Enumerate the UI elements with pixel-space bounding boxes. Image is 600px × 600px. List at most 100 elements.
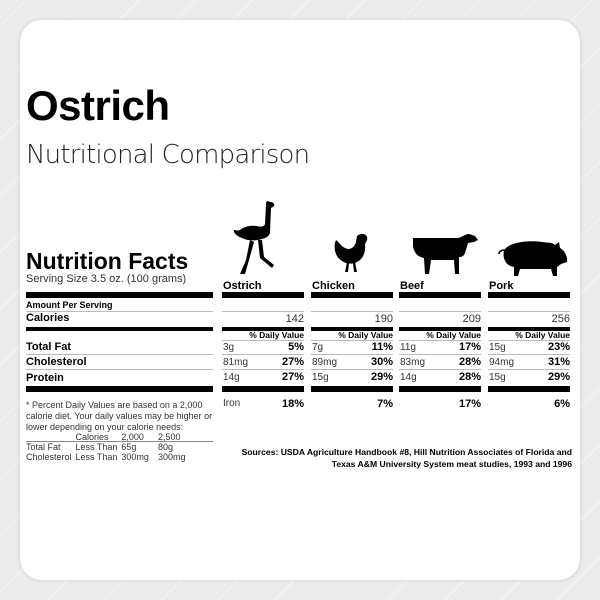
protein-percent: 29% bbox=[547, 371, 570, 383]
daily-value-header: % Daily Value bbox=[426, 330, 481, 340]
protein-percent: 28% bbox=[458, 371, 481, 383]
ft-cell: Less Than bbox=[75, 442, 118, 452]
ft-cell: 300mg bbox=[157, 452, 186, 462]
fat-amount: 7g bbox=[312, 342, 324, 353]
divider bbox=[311, 369, 393, 370]
nutrition-facts-heading: Nutrition Facts bbox=[26, 248, 189, 274]
footnote: * Percent Daily Values are based on a 2,… bbox=[26, 400, 213, 432]
sources: Sources: USDA Agriculture Handbook #8, H… bbox=[241, 447, 572, 469]
daily-value-header: % Daily Value bbox=[338, 330, 393, 340]
fat-percent: 17% bbox=[458, 341, 481, 353]
daily-value-header: % Daily Value bbox=[515, 330, 570, 340]
protein-percent: 29% bbox=[370, 371, 393, 383]
divider bbox=[399, 340, 481, 341]
fat-percent: 11% bbox=[371, 341, 393, 353]
ft-cell bbox=[26, 432, 76, 442]
divider bbox=[26, 354, 213, 355]
ft-cell: Cholesterol bbox=[26, 452, 72, 462]
calories-value: 142 bbox=[285, 313, 304, 325]
iron-percent: 18% bbox=[281, 398, 304, 410]
divider bbox=[488, 369, 570, 370]
divider bbox=[399, 292, 481, 298]
row-calories: Calories bbox=[26, 312, 70, 324]
calories-value: 190 bbox=[374, 313, 393, 325]
fat-amount: 3g bbox=[223, 342, 235, 353]
divider bbox=[311, 311, 393, 312]
animal-column-chicken: Chicken 190 % Daily Value 7g 11% 89mg 30… bbox=[311, 0, 393, 600]
divider bbox=[26, 292, 213, 298]
iron-label: Iron bbox=[223, 398, 241, 409]
fat-amount: 11g bbox=[400, 342, 416, 353]
footnote-table: Calories 2,000 2,500 Total Fat Less Than 65g… bbox=[26, 432, 189, 462]
animal-name: Ostrich bbox=[223, 280, 262, 292]
divider bbox=[488, 354, 570, 355]
divider bbox=[488, 327, 570, 331]
cholesterol-amount: 94mg bbox=[489, 357, 515, 368]
divider bbox=[399, 386, 481, 392]
protein-amount: 15g bbox=[489, 372, 506, 383]
divider bbox=[488, 386, 570, 392]
divider bbox=[222, 292, 304, 298]
ft-cell: Total Fat bbox=[26, 442, 61, 452]
fat-amount: 15g bbox=[489, 342, 506, 353]
ft-cell: 300mg bbox=[121, 452, 149, 462]
ft-cell: 65g bbox=[121, 442, 137, 452]
ft-cell: 2,000 bbox=[121, 432, 144, 442]
divider bbox=[26, 441, 213, 442]
divider bbox=[26, 327, 213, 331]
ft-cell: Less Than bbox=[75, 452, 118, 462]
divider bbox=[488, 292, 570, 298]
animal-column-pork: Pork 256 % Daily Value 15g 23% 94mg 31% … bbox=[488, 0, 570, 600]
animal-name: Pork bbox=[489, 280, 514, 292]
divider bbox=[488, 311, 570, 312]
calories-value: 256 bbox=[551, 313, 570, 325]
divider bbox=[399, 369, 481, 370]
cholesterol-percent: 27% bbox=[281, 356, 304, 368]
ostrich-icon bbox=[233, 201, 275, 274]
divider bbox=[399, 327, 481, 331]
cholesterol-percent: 28% bbox=[458, 356, 481, 368]
animal-column-beef: Beef 209 % Daily Value 11g 17% 83mg 28% … bbox=[399, 0, 481, 600]
cholesterol-amount: 89mg bbox=[312, 357, 338, 368]
divider bbox=[222, 386, 304, 392]
divider bbox=[222, 327, 304, 331]
divider bbox=[26, 386, 213, 392]
daily-value-header: % Daily Value bbox=[249, 330, 304, 340]
divider bbox=[222, 369, 304, 370]
divider bbox=[222, 311, 304, 312]
divider bbox=[399, 311, 481, 312]
animal-name: Chicken bbox=[312, 280, 355, 292]
divider bbox=[311, 386, 393, 392]
page-title: Ostrich bbox=[26, 82, 170, 129]
divider bbox=[399, 354, 481, 355]
divider bbox=[311, 327, 393, 331]
amount-per-serving: Amount Per Serving bbox=[26, 300, 113, 310]
divider bbox=[26, 311, 213, 312]
iron-percent: 17% bbox=[458, 398, 481, 410]
row-cholesterol: Cholesterol bbox=[26, 356, 87, 368]
pig-icon bbox=[498, 241, 567, 276]
protein-amount: 15g bbox=[312, 372, 329, 383]
divider bbox=[222, 340, 304, 341]
cow-icon bbox=[413, 234, 478, 274]
serving-size: Serving Size 3.5 oz. (100 grams) bbox=[26, 273, 187, 285]
page-subtitle: Nutritional Comparison bbox=[26, 140, 310, 170]
protein-amount: 14g bbox=[400, 372, 417, 383]
cholesterol-amount: 83mg bbox=[400, 357, 426, 368]
fat-percent: 5% bbox=[288, 341, 304, 353]
ft-cell: 2,500 bbox=[157, 432, 181, 442]
row-protein: Protein bbox=[26, 372, 64, 384]
protein-amount: 14g bbox=[223, 372, 240, 383]
divider bbox=[311, 340, 393, 341]
ft-cell: Calories bbox=[75, 432, 109, 442]
protein-percent: 27% bbox=[281, 371, 304, 383]
fat-percent: 23% bbox=[547, 341, 570, 353]
cholesterol-amount: 81mg bbox=[223, 357, 249, 368]
divider bbox=[26, 369, 213, 370]
cholesterol-percent: 31% bbox=[547, 356, 570, 368]
divider bbox=[488, 340, 570, 341]
row-total-fat: Total Fat bbox=[26, 341, 72, 353]
cholesterol-percent: 30% bbox=[370, 356, 393, 368]
divider bbox=[311, 292, 393, 298]
divider bbox=[222, 354, 304, 355]
